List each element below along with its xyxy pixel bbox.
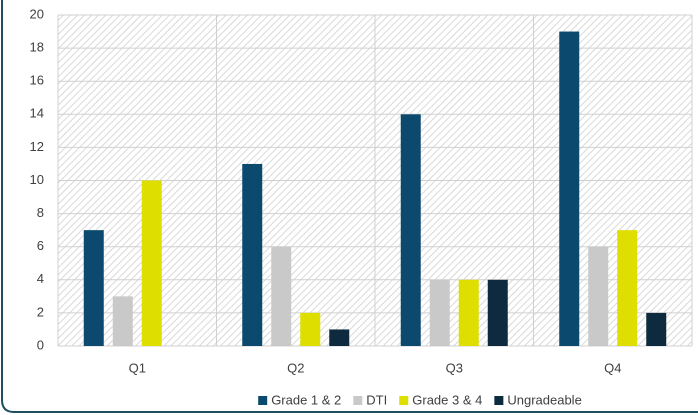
y-tick-label: 14	[30, 106, 44, 121]
y-tick-label: 20	[30, 6, 44, 21]
y-tick-label: 12	[30, 139, 44, 154]
legend-swatch	[399, 396, 409, 405]
bar	[559, 31, 580, 347]
bar	[242, 163, 263, 346]
legend-label: Grade 3 & 4	[412, 392, 482, 407]
bar	[487, 279, 508, 346]
y-tick-label: 0	[37, 337, 44, 352]
y-tick-label: 18	[30, 40, 44, 55]
x-tick-label: Q3	[446, 360, 463, 375]
bar	[617, 230, 638, 346]
legend-label: DTI	[366, 392, 387, 407]
bar	[429, 279, 450, 346]
bar	[329, 329, 350, 346]
legend-swatch	[353, 396, 363, 405]
bar	[83, 230, 104, 346]
bar	[141, 180, 162, 346]
bar	[271, 246, 292, 346]
x-tick-label: Q1	[129, 360, 146, 375]
x-tick-label: Q4	[604, 360, 621, 375]
x-tick-label: Q2	[287, 360, 304, 375]
bar	[646, 312, 667, 346]
legend-swatch	[494, 396, 504, 405]
legend-swatch	[258, 396, 268, 405]
y-tick-label: 8	[37, 205, 44, 220]
bar	[458, 279, 479, 346]
bar	[112, 296, 133, 346]
legend-label: Grade 1 & 2	[271, 392, 341, 407]
y-tick-label: 4	[37, 271, 44, 286]
y-tick-label: 2	[37, 304, 44, 319]
legend-label: Ungradeable	[507, 392, 581, 407]
y-tick-label: 16	[30, 73, 44, 88]
y-tick-label: 10	[30, 172, 44, 187]
bar	[588, 246, 609, 346]
y-tick-label: 6	[37, 238, 44, 253]
bar	[300, 312, 321, 346]
bar	[400, 114, 421, 346]
